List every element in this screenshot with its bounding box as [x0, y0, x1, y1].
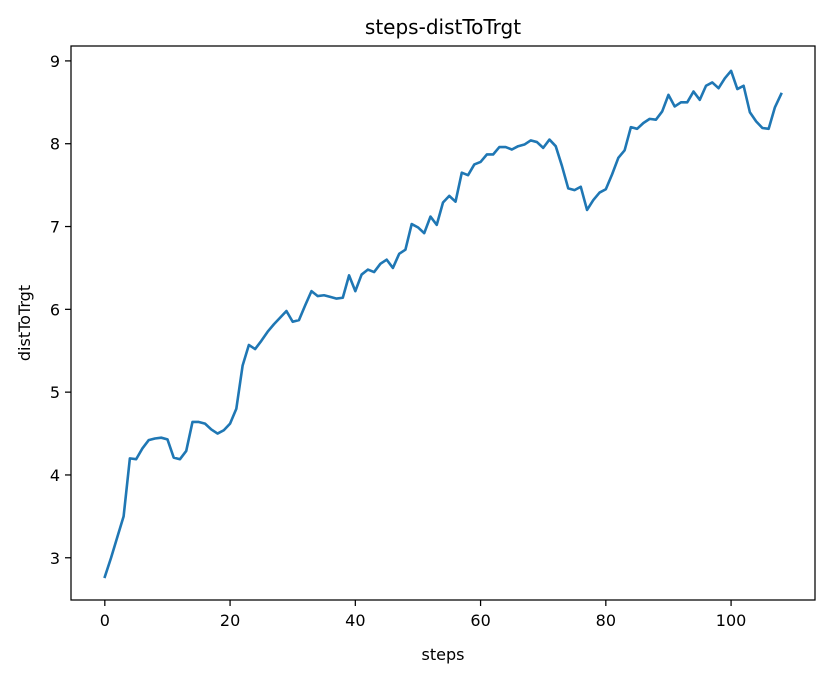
y-tick-label: 7 — [50, 218, 60, 237]
plot-area — [103, 69, 783, 579]
y-tick-label: 8 — [50, 135, 60, 154]
y-tick-label: 6 — [50, 300, 60, 319]
x-tick-label: 60 — [470, 611, 490, 630]
y-tick-label: 9 — [50, 52, 60, 71]
y-axis: 3 4 5 6 7 8 9 — [50, 52, 71, 568]
x-tick-label: 40 — [345, 611, 365, 630]
plot-frame — [70, 45, 816, 601]
y-axis-label: distToTrgt — [15, 285, 34, 361]
series-line — [103, 69, 783, 579]
x-axis: 0 20 40 60 80 100 — [100, 600, 747, 630]
chart-title: steps-distToTrgt — [365, 15, 521, 39]
x-tick-label: 100 — [716, 611, 747, 630]
y-tick-label: 5 — [50, 383, 60, 402]
x-tick-label: 80 — [596, 611, 616, 630]
y-tick-label: 4 — [50, 466, 60, 485]
x-tick-label: 0 — [100, 611, 110, 630]
y-tick-label: 3 — [50, 549, 60, 568]
x-axis-label: steps — [422, 645, 465, 664]
x-tick-label: 20 — [220, 611, 240, 630]
